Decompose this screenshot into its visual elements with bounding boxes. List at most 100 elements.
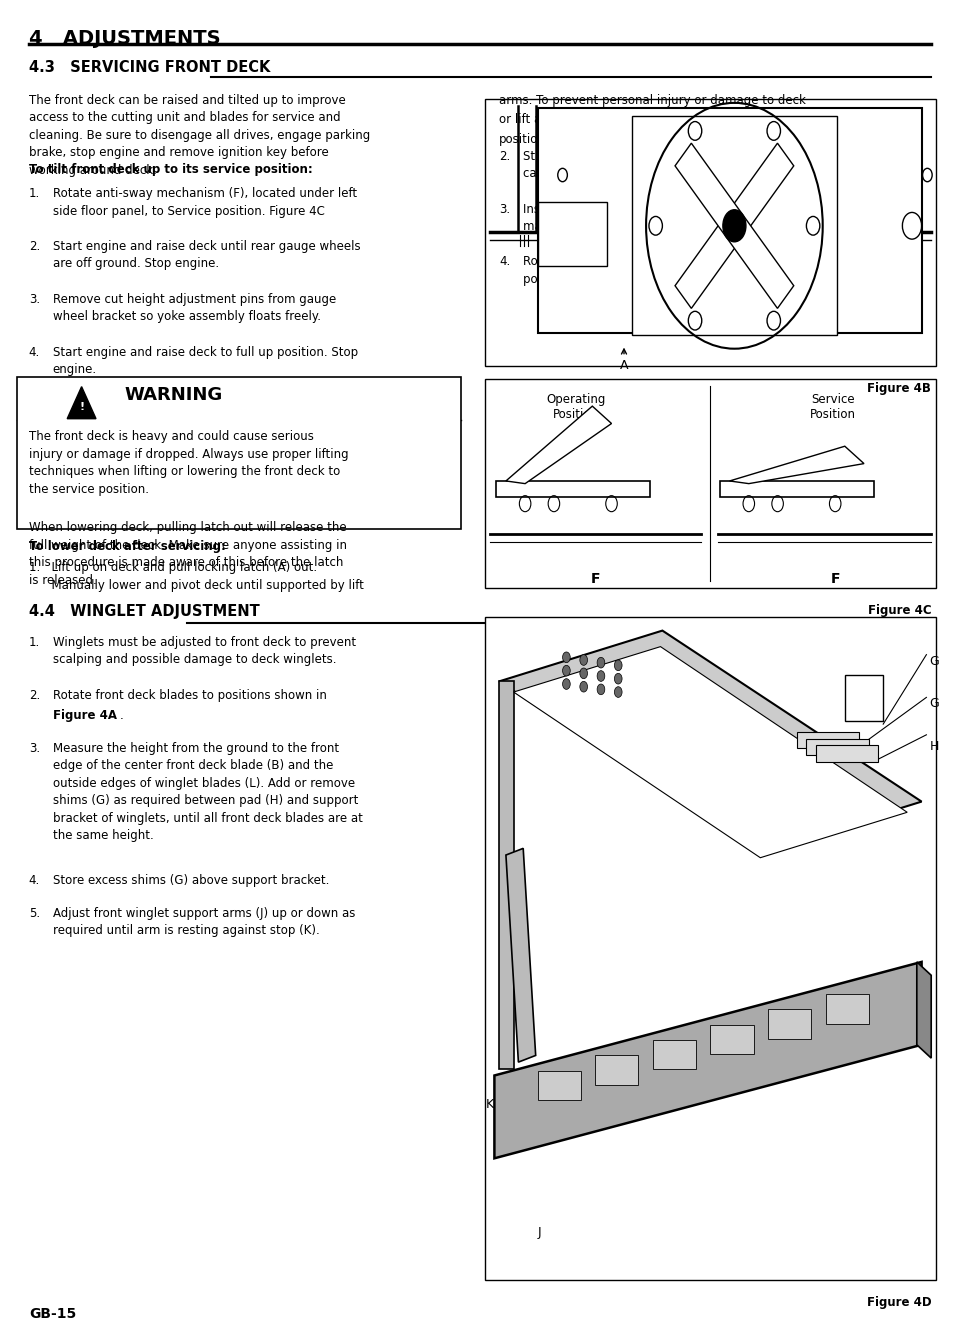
- Text: Figure 4D: Figure 4D: [867, 1296, 931, 1309]
- Text: 2.: 2.: [499, 150, 511, 163]
- Polygon shape: [675, 143, 794, 309]
- Text: To tilt front deck up to its service position:: To tilt front deck up to its service pos…: [29, 163, 313, 176]
- FancyBboxPatch shape: [768, 1010, 811, 1039]
- Text: WARNING: WARNING: [125, 386, 223, 403]
- Polygon shape: [496, 481, 650, 497]
- Text: H: H: [929, 740, 939, 754]
- Text: DO NOT: DO NOT: [572, 114, 624, 127]
- Polygon shape: [730, 446, 864, 484]
- Circle shape: [580, 681, 588, 692]
- Text: 4   ADJUSTMENTS: 4 ADJUSTMENTS: [29, 29, 221, 48]
- Text: or lift arms,: or lift arms,: [499, 114, 571, 127]
- Text: Rotate anti-sway mechanism (F), located under left
side floor panel, to Service : Rotate anti-sway mechanism (F), located …: [53, 187, 357, 218]
- FancyBboxPatch shape: [485, 617, 936, 1280]
- Text: arms. To prevent personal injury or damage to deck: arms. To prevent personal injury or dama…: [499, 94, 806, 107]
- Text: 5.: 5.: [29, 398, 40, 411]
- Text: .: .: [120, 708, 124, 721]
- Text: 2.: 2.: [29, 240, 40, 253]
- FancyBboxPatch shape: [710, 1025, 754, 1054]
- Text: Winglets must be adjusted to front deck to prevent
scalping and possible damage : Winglets must be adjusted to front deck …: [53, 636, 356, 667]
- Text: Insert height adjustment pin for rear casters to
match cutting height. Figure 4F: Insert height adjustment pin for rear ca…: [523, 203, 803, 232]
- FancyBboxPatch shape: [797, 732, 859, 748]
- Polygon shape: [506, 406, 612, 484]
- Text: Figure 4C: Figure 4C: [868, 604, 931, 617]
- Text: 3.: 3.: [29, 741, 40, 755]
- FancyBboxPatch shape: [485, 379, 936, 588]
- Circle shape: [597, 671, 605, 681]
- FancyBboxPatch shape: [826, 994, 869, 1023]
- Text: 5.: 5.: [29, 907, 40, 921]
- Circle shape: [723, 210, 746, 242]
- Text: Figure 4A: Figure 4A: [53, 708, 117, 721]
- FancyBboxPatch shape: [806, 739, 869, 755]
- Text: G: G: [929, 655, 939, 668]
- Text: 2.: 2.: [29, 689, 40, 701]
- Text: Store excess shims (G) above support bracket.: Store excess shims (G) above support bra…: [53, 874, 329, 887]
- Circle shape: [614, 660, 622, 671]
- Circle shape: [614, 687, 622, 697]
- Polygon shape: [499, 681, 514, 1069]
- Text: 4.: 4.: [29, 346, 40, 359]
- Circle shape: [563, 679, 570, 689]
- Text: Start engine and raise deck to full up position. Stop
engine.: Start engine and raise deck to full up p…: [53, 346, 358, 377]
- Circle shape: [597, 657, 605, 668]
- Text: GB-15: GB-15: [29, 1307, 76, 1320]
- Polygon shape: [67, 386, 96, 418]
- Text: K: K: [486, 1098, 493, 1112]
- Text: 1.   Lift up on deck and pull locking latch (A) out.
      Manually lower and pi: 1. Lift up on deck and pull locking latc…: [29, 561, 364, 592]
- FancyBboxPatch shape: [538, 202, 607, 266]
- Text: 4.: 4.: [499, 255, 511, 269]
- FancyBboxPatch shape: [653, 1039, 696, 1069]
- Circle shape: [614, 673, 622, 684]
- FancyBboxPatch shape: [485, 99, 936, 366]
- Text: 4.: 4.: [29, 874, 40, 887]
- Text: F: F: [830, 572, 840, 585]
- Text: The front deck is heavy and could cause serious
injury or damage if dropped. Alw: The front deck is heavy and could cause …: [29, 430, 348, 496]
- Text: Remove cut height adjustment pins from gauge
wheel bracket so yoke assembly floa: Remove cut height adjustment pins from g…: [53, 293, 336, 323]
- Text: When lowering deck, pulling latch out will release the
full weight of the deck. : When lowering deck, pulling latch out wi…: [29, 521, 347, 587]
- Polygon shape: [514, 647, 907, 858]
- FancyBboxPatch shape: [595, 1055, 638, 1085]
- Text: allow deck to drop from service: allow deck to drop from service: [624, 114, 814, 127]
- Text: Adjust front winglet support arms (J) up or down as
required until arm is restin: Adjust front winglet support arms (J) up…: [53, 907, 355, 938]
- Circle shape: [563, 652, 570, 663]
- Text: 4.3   SERVICING FRONT DECK: 4.3 SERVICING FRONT DECK: [29, 60, 270, 75]
- Text: Start engine and raise deck until rear gauge wheels
are off ground. Stop engine.: Start engine and raise deck until rear g…: [53, 240, 360, 270]
- Text: Figure 4B: Figure 4B: [867, 382, 931, 395]
- Circle shape: [597, 684, 605, 695]
- Text: A: A: [620, 349, 628, 373]
- Text: To lower deck after servicing:: To lower deck after servicing:: [29, 540, 226, 553]
- FancyBboxPatch shape: [538, 1070, 581, 1100]
- FancyBboxPatch shape: [17, 377, 461, 529]
- Text: 4.4   WINGLET ADJUSTMENT: 4.4 WINGLET ADJUSTMENT: [29, 604, 259, 619]
- Text: The front deck can be raised and tilted up to improve
access to the cutting unit: The front deck can be raised and tilted …: [29, 94, 370, 176]
- FancyBboxPatch shape: [538, 108, 922, 333]
- Polygon shape: [675, 143, 794, 309]
- Polygon shape: [720, 481, 874, 497]
- Text: Rotate front deck blades to positions shown in: Rotate front deck blades to positions sh…: [53, 689, 326, 719]
- Text: Service
Position: Service Position: [810, 393, 856, 421]
- FancyBboxPatch shape: [845, 675, 883, 721]
- Text: Start engine and lower deck until it is level and
caster wheels are just above g: Start engine and lower deck until it is …: [523, 150, 821, 180]
- Polygon shape: [506, 848, 536, 1062]
- Text: 1.: 1.: [29, 187, 40, 200]
- FancyBboxPatch shape: [632, 116, 837, 335]
- Text: Manually lift and rotate front of deck up until it is
securely latched.: Manually lift and rotate front of deck u…: [53, 398, 344, 429]
- Text: 3.: 3.: [29, 293, 40, 306]
- Text: position.: position.: [499, 134, 550, 146]
- Text: Operating
Position: Operating Position: [546, 393, 606, 421]
- Circle shape: [563, 665, 570, 676]
- Polygon shape: [499, 631, 922, 852]
- Circle shape: [580, 655, 588, 665]
- Text: 1.: 1.: [29, 636, 40, 649]
- Circle shape: [580, 668, 588, 679]
- Text: Rotate anti-sway mechanism (F) to it’s operating
position. Figure 4C: Rotate anti-sway mechanism (F) to it’s o…: [523, 255, 813, 286]
- Polygon shape: [494, 962, 922, 1158]
- Text: 3.: 3.: [499, 203, 511, 215]
- Polygon shape: [917, 962, 931, 1058]
- FancyBboxPatch shape: [816, 745, 878, 762]
- Text: J: J: [538, 1226, 541, 1240]
- Text: !: !: [79, 402, 84, 413]
- Text: F: F: [590, 572, 600, 585]
- Text: G: G: [929, 697, 939, 711]
